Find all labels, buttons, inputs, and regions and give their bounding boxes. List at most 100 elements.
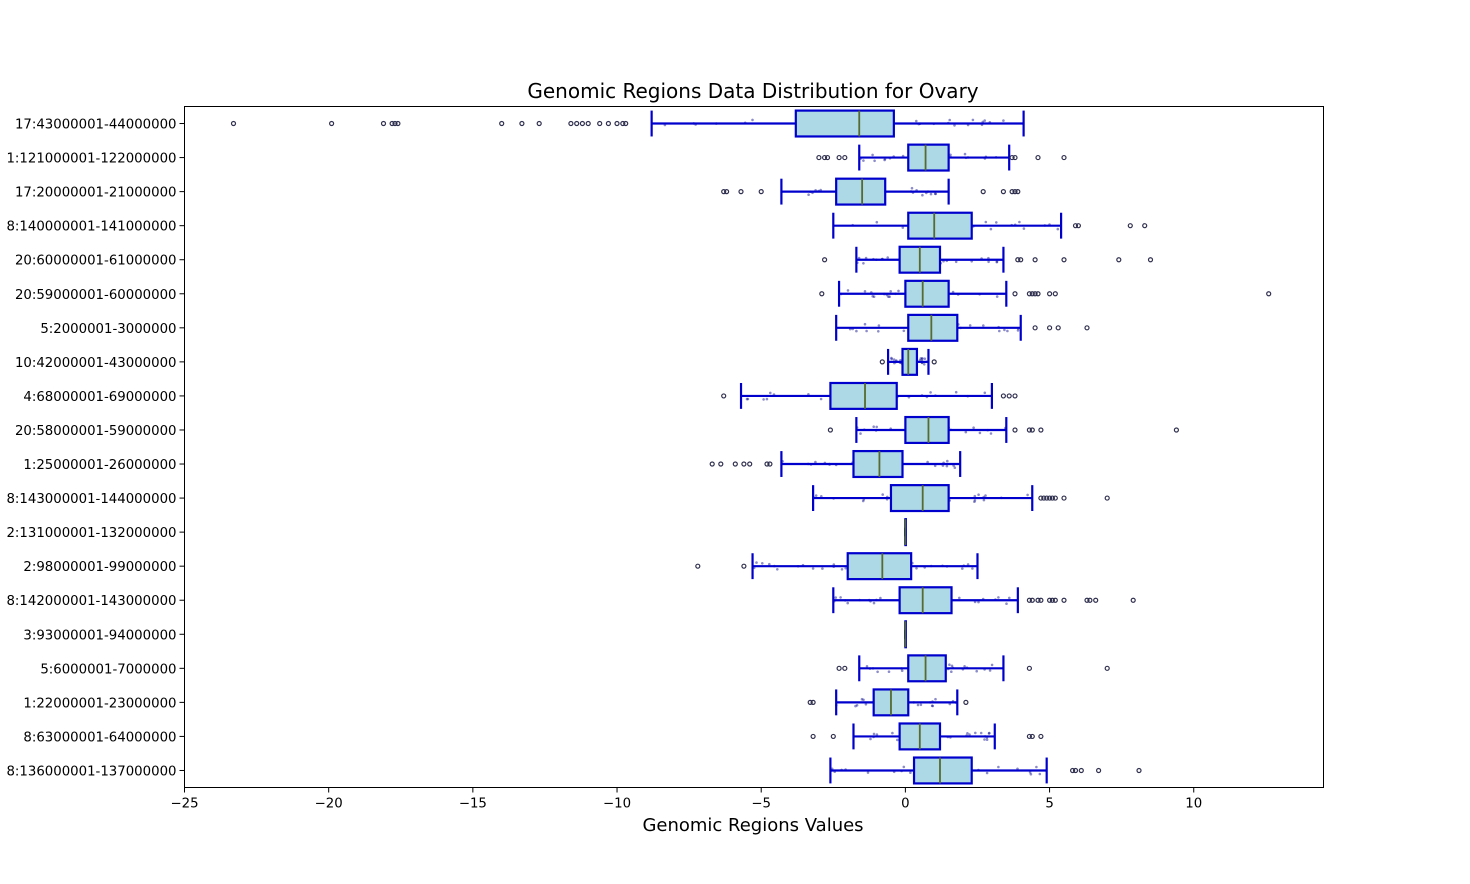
data-point (934, 192, 937, 196)
x-tick-label: −25 (170, 797, 198, 812)
outlier-point (1026, 733, 1033, 740)
data-point (887, 295, 890, 299)
data-point (1008, 596, 1011, 600)
data-point (886, 256, 889, 259)
outlier-point (1095, 767, 1102, 774)
data-point (844, 566, 847, 570)
y-tick-label: 1:25000001-26000000 (23, 458, 176, 473)
outlier-point (842, 665, 848, 671)
data-point (948, 663, 951, 666)
y-tick-label: 1:121000001-122000000 (6, 152, 176, 167)
outlier-point (605, 120, 612, 127)
data-point (807, 193, 810, 196)
data-point (923, 363, 926, 366)
outlier-point (585, 120, 591, 127)
data-point (869, 737, 872, 741)
outlier-point (842, 154, 848, 161)
data-point (1003, 328, 1006, 332)
outlier-point (1012, 291, 1018, 297)
outlier-point (1000, 189, 1007, 195)
iqr-box (904, 279, 950, 308)
outlier-point (1006, 393, 1012, 399)
data-point (916, 703, 920, 707)
outlier-point (1032, 291, 1038, 297)
data-point (950, 664, 954, 668)
data-point (983, 119, 986, 122)
data-point (977, 493, 980, 497)
outlier-point (695, 563, 701, 569)
data-point (840, 568, 844, 571)
box-group (879, 347, 937, 376)
y-tick-label: 8:63000001-64000000 (23, 730, 176, 745)
outliers (1069, 767, 1142, 774)
outlier-point (1026, 291, 1033, 297)
outlier-point (810, 699, 816, 705)
data-point (889, 290, 892, 293)
outlier-point (1038, 733, 1044, 740)
data-point (998, 329, 1001, 333)
box-group (821, 245, 1154, 274)
outlier-point (1015, 189, 1021, 195)
outlier-point (1035, 291, 1041, 297)
data-point (995, 295, 999, 298)
data-point (989, 227, 993, 231)
data-point (987, 260, 990, 264)
outlier-point (1012, 154, 1018, 161)
data-point (866, 771, 870, 774)
outlier-point (499, 120, 505, 127)
y-tick-label: 4:68000001-69000000 (23, 390, 176, 405)
outlier-point (807, 699, 813, 705)
outlier-point (519, 120, 525, 127)
outlier-point (721, 393, 727, 399)
data-point (909, 771, 912, 774)
outliers (827, 427, 1180, 433)
data-point (879, 596, 882, 600)
data-point (876, 670, 879, 674)
data-point (988, 669, 992, 672)
outliers (836, 665, 1110, 671)
outlier-point (1044, 495, 1050, 501)
box-group (904, 620, 907, 649)
data-point (964, 430, 968, 434)
data-point (863, 290, 867, 293)
data-point (963, 152, 967, 156)
outlier-point (1029, 427, 1035, 433)
outlier-point (1052, 291, 1058, 297)
iqr-box (889, 484, 950, 513)
outlier-point (810, 733, 816, 740)
outlier-point (329, 120, 335, 127)
outlier-point (758, 189, 764, 195)
outlier-point (380, 120, 387, 127)
data-point (971, 567, 974, 570)
outlier-point (879, 359, 885, 365)
data-point (814, 460, 817, 464)
data-point (859, 432, 862, 435)
data-point (997, 596, 1000, 599)
data-point (923, 357, 927, 361)
outlier-point (931, 359, 937, 365)
data-point (1029, 772, 1033, 776)
data-point (933, 464, 937, 468)
outlier-point (1072, 767, 1079, 774)
data-point (862, 262, 865, 265)
outlier-point (819, 291, 825, 297)
data-point (919, 357, 923, 360)
outlier-point (827, 427, 834, 433)
x-axis: −25 −20 −15 −10 −5 0 5 10 (170, 787, 1202, 812)
data-point (1006, 329, 1009, 333)
outlier-point (1061, 154, 1067, 161)
data-point (983, 738, 986, 741)
box-group (832, 586, 1136, 615)
data-point (963, 665, 966, 668)
outlier-point (1049, 597, 1056, 603)
outlier-point (620, 120, 626, 127)
outlier-point (1072, 223, 1079, 229)
data-point (873, 159, 876, 163)
data-point (755, 561, 758, 564)
data-point (929, 391, 932, 394)
outlier-point (1075, 223, 1082, 229)
y-tick-label: 8:136000001-137000000 (6, 764, 176, 779)
outlier-point (824, 154, 831, 161)
outlier-point (830, 733, 836, 740)
